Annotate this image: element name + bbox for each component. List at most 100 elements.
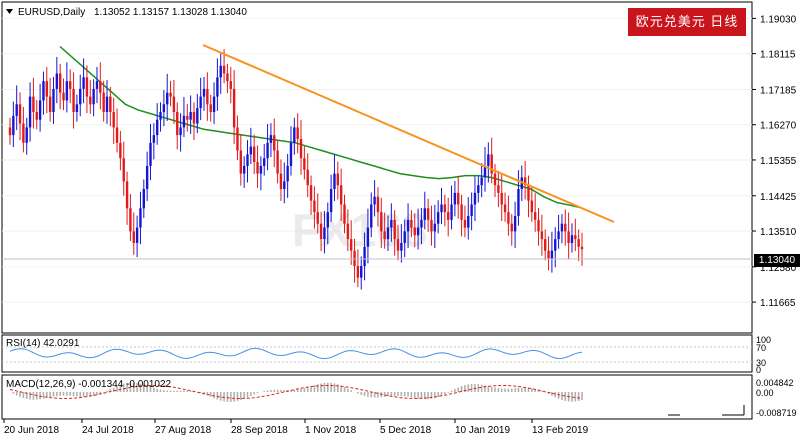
candle-body	[446, 212, 450, 220]
candle-body	[463, 219, 467, 228]
candle-body	[400, 242, 403, 251]
candle-body	[99, 81, 102, 93]
candle-body	[286, 165, 289, 182]
candle-body	[192, 112, 196, 124]
rsi-tick-30: 30	[756, 358, 766, 368]
candle-body	[550, 250, 554, 259]
candle-body	[467, 216, 470, 228]
candle-body	[319, 223, 323, 240]
rsi-line	[9, 347, 583, 360]
candle-body	[132, 231, 135, 243]
candle-body	[105, 96, 109, 112]
candle-body	[483, 165, 487, 178]
ohlc-readout: 1.13052 1.13157 1.13028 1.13040	[94, 7, 247, 18]
candle-body	[162, 104, 166, 112]
time-tick-label: 20 Jun 2018	[4, 425, 59, 436]
price-tick-label: 1.12580	[760, 263, 797, 274]
candle-body	[179, 127, 182, 136]
candle-body	[370, 204, 373, 228]
candle-body	[426, 208, 430, 220]
candle-body	[229, 81, 232, 89]
candle-body	[503, 204, 507, 213]
candle-body	[580, 246, 584, 250]
rsi-tick-100: 100	[756, 335, 771, 345]
candle-body	[266, 142, 269, 159]
candle-body	[336, 173, 340, 186]
candle-body	[32, 96, 35, 112]
candle-body	[457, 192, 460, 205]
symbol-label: EURUSD,Daily	[18, 7, 85, 18]
candle-body	[149, 142, 152, 166]
macd-tick-bottom: -0.008719	[756, 408, 797, 418]
current-price-tag: 1.13040	[754, 254, 800, 267]
collapse-arrow-icon[interactable]	[6, 9, 13, 14]
candle-body	[119, 142, 122, 159]
candle-body	[403, 231, 406, 243]
candle-body	[343, 204, 346, 224]
candle-body	[28, 96, 32, 128]
time-axis: 20 Jun 2018 24 Jul 2018 27 Aug 2018 28 Sep …	[3, 419, 589, 436]
candle-body	[79, 88, 82, 105]
time-tick-label: 27 Aug 2018	[155, 425, 212, 436]
candle-body	[383, 231, 386, 240]
candle-body	[554, 239, 557, 251]
candle-body	[453, 192, 457, 205]
candle-body	[38, 100, 42, 120]
candle-body	[430, 219, 433, 232]
candle-body	[226, 73, 229, 82]
candle-body	[125, 181, 129, 209]
candle-body	[540, 231, 544, 240]
macd-panel[interactable]	[1, 374, 753, 420]
candle-body	[530, 200, 534, 213]
candlestick-series	[8, 49, 584, 290]
candle-body	[517, 189, 520, 216]
candle-body	[219, 65, 222, 78]
candle-body	[236, 127, 239, 151]
price-tick-label: 1.15355	[760, 156, 797, 167]
macd-label: MACD(12,26,9) -0.001344 -0.001022	[6, 379, 172, 390]
candle-body	[500, 192, 503, 205]
candle-body	[360, 266, 363, 278]
candle-body	[477, 185, 480, 193]
candle-body	[339, 185, 343, 205]
candle-body	[560, 223, 564, 232]
resistance-trendline[interactable]	[202, 44, 615, 223]
candle-body	[206, 88, 209, 105]
time-tick-label: 1 Nov 2018	[305, 425, 357, 436]
rsi-tick-70: 70	[756, 343, 766, 353]
candle-body	[135, 227, 139, 243]
price-tick-label: 1.14425	[760, 192, 797, 203]
candle-body	[564, 223, 567, 232]
candle-body	[513, 216, 517, 232]
candle-body	[259, 165, 263, 174]
candle-body	[450, 204, 453, 220]
candle-body	[273, 135, 276, 151]
candle-body	[249, 146, 253, 155]
candle-body	[299, 138, 303, 159]
candle-body	[22, 123, 25, 143]
candle-body	[199, 96, 202, 109]
candle-body	[316, 212, 319, 224]
candle-body	[186, 115, 189, 120]
candle-body	[413, 227, 416, 236]
candle-body	[139, 208, 142, 228]
candle-body	[55, 73, 59, 89]
candle-body	[510, 223, 513, 232]
candle-body	[155, 119, 159, 136]
chart-banner: 欧元兑美元 日线	[628, 8, 746, 36]
candle-body	[323, 227, 326, 240]
rsi-tick-0: 0	[756, 365, 761, 375]
candle-body	[333, 173, 336, 190]
candle-body	[423, 208, 426, 220]
candle-body	[166, 92, 169, 105]
macd-tick-zero: 0.00	[756, 388, 774, 398]
candle-body	[112, 112, 115, 128]
candle-body	[58, 73, 62, 93]
candle-body	[473, 192, 477, 205]
candle-body	[393, 219, 396, 240]
candle-body	[416, 227, 420, 236]
time-tick-label: 28 Sep 2018	[231, 425, 288, 436]
candle-body	[490, 154, 493, 174]
candle-body	[82, 77, 85, 89]
